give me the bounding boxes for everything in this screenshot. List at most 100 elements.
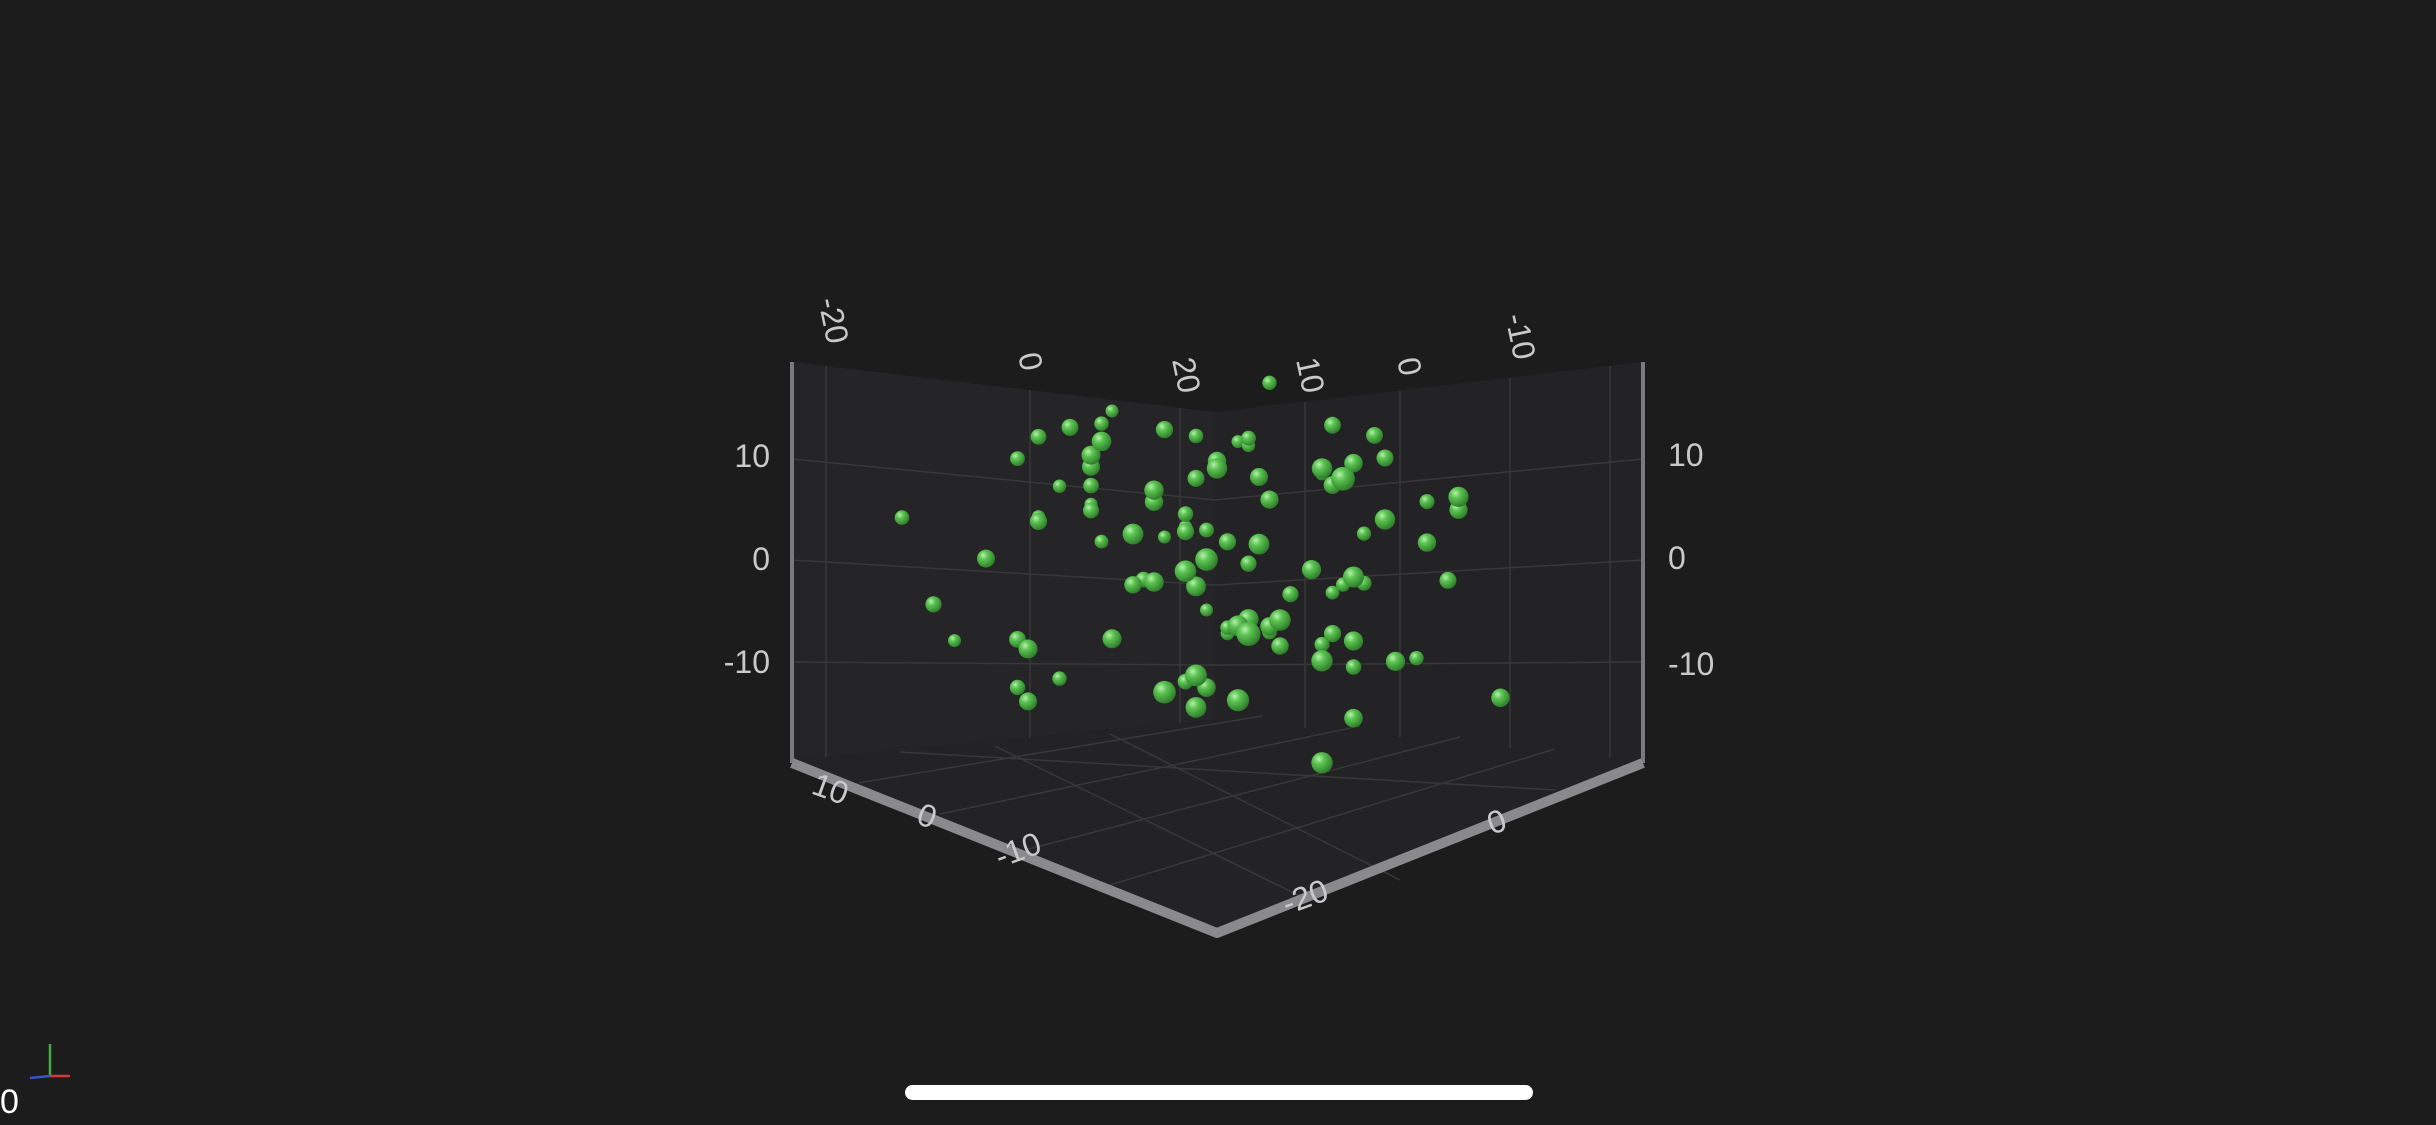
data-point [1250, 468, 1268, 486]
y-right-tick-label: -10 [1668, 646, 1714, 682]
data-point [1122, 523, 1144, 545]
data-point [1325, 585, 1340, 600]
data-point [1009, 679, 1026, 696]
data-point [1018, 639, 1038, 659]
grid-lines [791, 366, 1644, 897]
data-point [1188, 428, 1204, 444]
top-right-tick-label: 10 [1289, 354, 1332, 396]
data-point [977, 549, 995, 568]
data-point [1311, 752, 1333, 774]
data-point [1324, 416, 1341, 434]
data-point [1029, 512, 1048, 531]
y-left-tick-label: -10 [724, 644, 770, 680]
data-point [1448, 486, 1469, 507]
data-point [1052, 671, 1067, 686]
data-point [1200, 603, 1213, 617]
data-point [1019, 692, 1037, 711]
data-point [1301, 560, 1322, 580]
data-point [1094, 534, 1109, 549]
top-right-tick-label: -10 [1498, 310, 1543, 363]
top-left-tick-label: 0 [1011, 349, 1050, 374]
chart-walls [792, 362, 1643, 930]
data-point [1105, 404, 1119, 418]
data-point [1186, 576, 1206, 597]
data-point [1419, 494, 1435, 510]
data-point [1343, 566, 1364, 588]
top-left-tick-label: 20 [1165, 354, 1208, 396]
data-point [1174, 560, 1197, 582]
data-point [1260, 490, 1279, 509]
data-point [1081, 445, 1101, 465]
data-point [1417, 533, 1437, 552]
data-point [1491, 688, 1510, 708]
data-point [1187, 469, 1205, 487]
data-point [1344, 453, 1363, 473]
data-point [1124, 576, 1142, 594]
axis-frame [790, 362, 1645, 938]
data-point [1236, 622, 1261, 646]
data-point [1262, 375, 1277, 390]
data-point [1144, 572, 1164, 592]
y-left-tick-label: 10 [734, 438, 770, 474]
data-point [1206, 458, 1228, 479]
data-point [1195, 548, 1218, 571]
top-left-tick-label: -20 [811, 294, 856, 347]
back-right-wall [1215, 362, 1643, 760]
data-point [1345, 659, 1362, 675]
data-point [894, 510, 910, 525]
fps-counter: 0 [0, 1083, 19, 1121]
data-point [1155, 421, 1174, 439]
data-point [1061, 418, 1079, 436]
data-point [1323, 625, 1342, 643]
data-point [1248, 533, 1270, 555]
data-point [1331, 466, 1355, 491]
data-point [1409, 651, 1424, 666]
data-point [1344, 708, 1363, 728]
data-point [1282, 586, 1299, 603]
data-point [1185, 697, 1207, 718]
floor-plane [792, 720, 1643, 930]
data-point [1311, 650, 1333, 672]
y-right-tick-label: 10 [1668, 437, 1704, 473]
data-point [1094, 416, 1109, 431]
data-point [1314, 636, 1330, 652]
data-point [1083, 502, 1099, 519]
data-point [1185, 664, 1207, 687]
data-point [1376, 449, 1394, 467]
data-point [1010, 451, 1025, 466]
data-points [894, 375, 1510, 774]
data-point [1199, 522, 1214, 538]
data-point [1102, 629, 1122, 649]
data-point [1366, 427, 1383, 444]
data-point [1271, 637, 1289, 655]
data-point [1218, 533, 1237, 551]
y-left-tick-label: 0 [752, 541, 770, 577]
data-point [1356, 526, 1372, 541]
y-right-tick-label: 0 [1668, 540, 1686, 576]
data-point [1240, 555, 1257, 572]
data-point [1176, 523, 1195, 541]
axis-orientation-gizmo [29, 1044, 70, 1080]
data-point [1241, 430, 1256, 446]
data-point [1269, 609, 1291, 631]
gizmo-z-axis [29, 1074, 51, 1080]
data-point [1343, 631, 1364, 651]
data-point [1374, 509, 1396, 530]
home-indicator[interactable] [905, 1085, 1533, 1100]
data-point [1177, 506, 1194, 522]
data-point [925, 596, 942, 613]
data-point [1439, 571, 1457, 589]
data-point [1083, 477, 1099, 494]
data-point [948, 634, 961, 648]
data-point [1153, 680, 1176, 704]
back-left-wall [792, 362, 1215, 760]
data-point [1030, 428, 1047, 445]
data-point [1311, 458, 1333, 479]
data-point [1158, 530, 1171, 544]
top-right-tick-label: 0 [1390, 354, 1429, 379]
data-point [1052, 479, 1067, 493]
data-point [1385, 651, 1406, 672]
data-point [1091, 431, 1112, 452]
data-point [1144, 480, 1164, 500]
